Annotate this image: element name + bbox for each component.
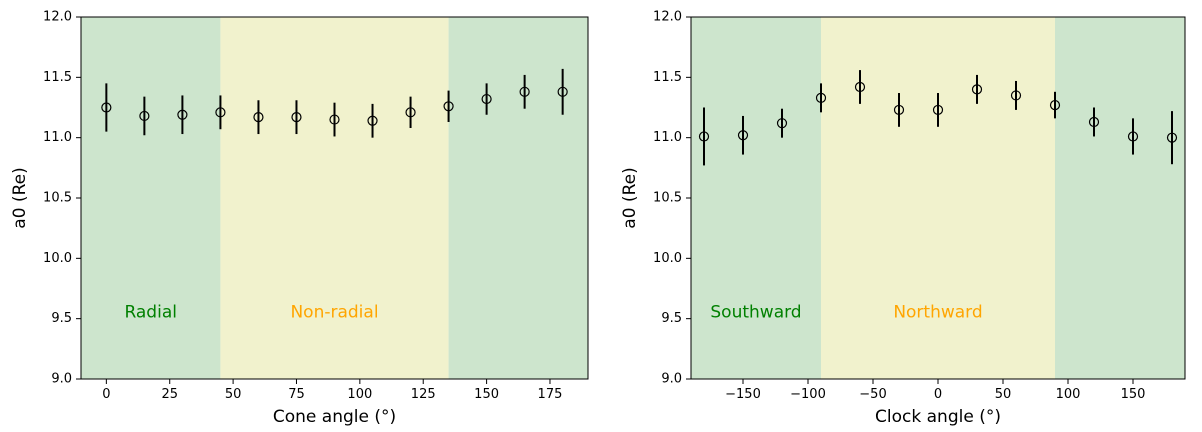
data-point	[557, 86, 568, 97]
region-band	[81, 17, 221, 379]
data-point	[776, 118, 788, 129]
data-point	[139, 110, 150, 122]
clock-angle-panel: Southward Northward −150 −100 −50 0 50 100 150 9.…	[620, 10, 1186, 427]
y-tick-label: 10.5	[43, 191, 72, 206]
y-tick-label: 12.0	[653, 10, 682, 25]
x-tick-label: 75	[288, 387, 305, 402]
region-label: Non-radial	[290, 303, 378, 323]
x-axis-label: Cone angle (°)	[273, 407, 396, 427]
x-tick-label: −50	[859, 387, 886, 402]
x-tick-label: −100	[790, 387, 826, 402]
region-band	[691, 17, 821, 379]
data-point	[815, 92, 827, 103]
y-tick-label: 10.5	[653, 191, 682, 206]
x-tick-label: 100	[347, 387, 372, 402]
region-band	[1055, 17, 1185, 379]
y-tick-label: 9.0	[51, 372, 72, 387]
x-tick-label: 0	[934, 387, 942, 402]
data-point	[481, 93, 492, 105]
y-tick-label: 10.0	[653, 251, 682, 266]
x-tick-label: 150	[474, 387, 499, 402]
region-band	[448, 17, 588, 379]
region-band	[220, 17, 449, 379]
data-point	[737, 130, 749, 141]
data-point	[1166, 132, 1178, 143]
region-band	[821, 17, 1055, 379]
data-point	[698, 131, 710, 142]
y-axis-label: a0 (Re)	[620, 167, 640, 228]
x-tick-label: 125	[411, 387, 436, 402]
data-point	[291, 112, 302, 123]
x-tick-label: −150	[725, 387, 761, 402]
x-tick-label: 100	[1056, 387, 1081, 402]
data-point	[971, 84, 983, 95]
y-tick-label: 9.0	[661, 372, 682, 387]
y-tick-label: 11.5	[653, 70, 682, 85]
y-axis-label: a0 (Re)	[10, 167, 30, 228]
data-point	[1010, 90, 1022, 101]
data-point	[519, 86, 530, 97]
data-point	[405, 107, 416, 118]
y-tick-label: 11.0	[43, 130, 72, 145]
x-tick-label: 25	[161, 387, 178, 402]
y-tick-label: 9.5	[661, 311, 682, 326]
data-point	[177, 109, 188, 120]
x-tick-label: 150	[1121, 387, 1146, 402]
y-tick-label: 9.5	[51, 311, 72, 326]
x-tick-label: 50	[225, 387, 242, 402]
y-tick-label: 11.0	[653, 130, 682, 145]
x-tick-label: 175	[538, 387, 563, 402]
data-point	[932, 104, 944, 116]
data-point	[893, 104, 905, 116]
x-tick-label: 0	[102, 387, 110, 402]
data-point	[1088, 116, 1100, 128]
y-tick-label: 12.0	[43, 10, 72, 25]
data-point	[854, 81, 866, 93]
data-point	[101, 102, 112, 113]
data-point	[215, 107, 226, 118]
region-label: Southward	[710, 303, 801, 323]
data-point	[1049, 99, 1061, 111]
data-point	[443, 101, 454, 112]
data-point	[253, 112, 264, 123]
data-point	[1127, 131, 1139, 142]
region-label: Northward	[893, 303, 982, 323]
data-point	[329, 114, 340, 125]
y-tick-label: 10.0	[43, 251, 72, 266]
x-axis-label: Clock angle (°)	[875, 407, 1001, 427]
y-tick-label: 11.5	[43, 70, 72, 85]
region-label: Radial	[124, 303, 177, 323]
x-tick-label: 50	[995, 387, 1012, 402]
data-point	[367, 115, 378, 126]
cone-angle-panel: Radial Non-radial 0 25 50 75 100 125 150 175 9.0 9.…	[10, 10, 589, 427]
